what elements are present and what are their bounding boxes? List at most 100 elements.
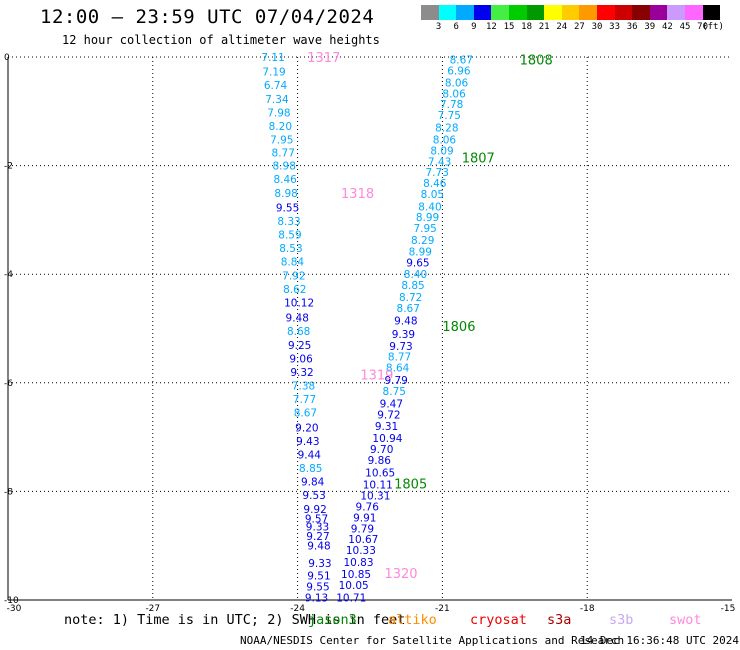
swh-value-label: 10.12 <box>284 297 314 309</box>
footer-generated-time: 14 Dec 16:36:48 UTC 2024 <box>580 634 739 647</box>
legend-label: (ft) <box>702 22 724 32</box>
swh-value-label: 9.31 <box>375 421 398 433</box>
legend-swatch <box>473 5 492 20</box>
swh-value-label: 9.32 <box>290 367 313 379</box>
legend-label: 6 <box>453 22 459 32</box>
swh-value-label: 9.47 <box>380 398 403 410</box>
swh-value-label: 8.98 <box>273 161 296 173</box>
swh-value-label: 9.44 <box>298 449 322 461</box>
swh-value-label: 8.68 <box>287 326 310 338</box>
track-number-label: 1320 <box>384 567 417 582</box>
legend-swatch <box>685 5 703 20</box>
y-tick-label: 0 <box>4 53 10 63</box>
swh-value-label: 8.05 <box>421 189 444 201</box>
track-number-label: 1808 <box>520 54 553 69</box>
swh-value-label: 8.59 <box>278 230 301 242</box>
swh-value-label: 8.28 <box>435 123 458 135</box>
mission-label-altiko: altiko <box>388 612 437 628</box>
swh-value-label: 8.33 <box>277 216 300 228</box>
swh-value-label: 10.83 <box>343 557 373 569</box>
swh-value-label: 8.06 <box>433 135 457 147</box>
swh-value-label: 7.11 <box>261 52 284 64</box>
legend-label: 33 <box>609 22 621 32</box>
swh-value-label: 8.84 <box>281 257 305 269</box>
footer-credit: NOAA/NESDIS Center for Satellite Applica… <box>240 634 625 647</box>
legend-swatch <box>561 5 580 20</box>
swh-value-label: 8.29 <box>411 235 434 247</box>
chart-subtitle: 12 hour collection of altimeter wave hei… <box>62 33 380 47</box>
legend-label: 21 <box>538 22 550 32</box>
swh-value-label: 9.25 <box>288 340 311 352</box>
legend-label: 36 <box>626 22 638 32</box>
swh-value-label: 9.65 <box>406 257 429 269</box>
swh-value-label: 8.40 <box>404 269 427 281</box>
swh-value-label: 9.06 <box>289 353 313 365</box>
legend-swatch <box>509 5 527 20</box>
swh-value-label: 9.48 <box>307 541 330 553</box>
swh-value-label: 6.96 <box>447 66 471 78</box>
swh-value-label: 7.75 <box>438 110 461 122</box>
legend-swatch <box>597 5 615 20</box>
swh-value-label: 7.77 <box>293 394 316 406</box>
swh-value-label: 8.06 <box>442 88 466 100</box>
y-tick-label: -4 <box>4 270 13 280</box>
swh-value-label: 9.48 <box>286 313 309 325</box>
legend-swatch <box>438 5 457 20</box>
swh-value-label: 7.38 <box>292 381 315 393</box>
swh-value-label: 7.78 <box>440 99 463 111</box>
footer-note: note: 1) Time is in UTC; 2) SWH is in fe… <box>64 612 406 628</box>
swh-value-label: 10.31 <box>360 491 390 503</box>
swh-value-label: 8.99 <box>409 246 432 258</box>
legend-swatch <box>614 5 633 20</box>
legend-swatch <box>421 5 439 20</box>
mission-label-cryosat: cryosat <box>470 612 527 628</box>
legend-label: 42 <box>661 22 673 32</box>
legend-label: 18 <box>521 22 533 32</box>
x-tick-label: -21 <box>435 604 450 614</box>
swh-value-label: 9.33 <box>306 522 329 534</box>
swh-value-label: 9.13 <box>305 592 328 604</box>
swh-value-label: 10.11 <box>363 479 393 491</box>
swh-value-label: 9.51 <box>307 571 330 583</box>
swh-value-label: 8.06 <box>445 78 469 90</box>
swh-value-label: 10.65 <box>365 467 395 479</box>
swh-value-label: 8.09 <box>430 145 453 157</box>
swh-value-label: 8.85 <box>299 463 322 475</box>
chart-title: 12:00 — 23:59 UTC 07/04/2024 <box>40 6 375 28</box>
swh-value-label: 8.67 <box>450 55 473 67</box>
swh-value-label: 8.85 <box>401 280 424 292</box>
legend-label: 70 <box>697 22 709 32</box>
swh-value-label: 8.46 <box>273 174 297 186</box>
y-tick-label: -10 <box>4 596 19 606</box>
swh-value-label: 10.33 <box>346 545 376 557</box>
mission-label-s3b: s3b <box>609 612 634 628</box>
track-number-label: 1318 <box>341 187 374 202</box>
swh-value-label: 10.94 <box>372 433 402 445</box>
mission-label-swot: swot <box>669 612 702 628</box>
swh-value-label: 8.40 <box>418 201 441 213</box>
swh-value-label: 9.20 <box>295 422 318 434</box>
track-number-label: 1317 <box>307 51 340 66</box>
swh-value-label: 9.43 <box>296 436 319 448</box>
swh-value-label: 8.46 <box>423 178 447 190</box>
swh-value-label: 9.92 <box>303 504 326 516</box>
track-number-label: 1807 <box>462 151 495 166</box>
legend-swatch <box>526 5 545 20</box>
legend-swatch <box>702 5 721 20</box>
swh-value-label: 9.76 <box>356 502 380 514</box>
swh-value-label: 9.53 <box>302 490 325 502</box>
track-number-label: 1319 <box>360 369 393 384</box>
swh-value-label: 8.75 <box>383 386 406 398</box>
swh-value-label: 8.72 <box>399 292 422 304</box>
legend-swatch <box>544 5 562 20</box>
swh-value-label: 10.67 <box>348 534 378 546</box>
swh-value-label: 7.73 <box>426 167 449 179</box>
legend-swatch <box>667 5 685 20</box>
swh-value-label: 8.77 <box>388 352 411 364</box>
swh-value-label: 9.55 <box>276 202 299 214</box>
legend-label: 12 <box>485 22 497 32</box>
swh-value-label: 7.43 <box>428 156 451 168</box>
swh-value-label: 8.98 <box>274 188 297 200</box>
legend-label: 30 <box>591 22 603 32</box>
